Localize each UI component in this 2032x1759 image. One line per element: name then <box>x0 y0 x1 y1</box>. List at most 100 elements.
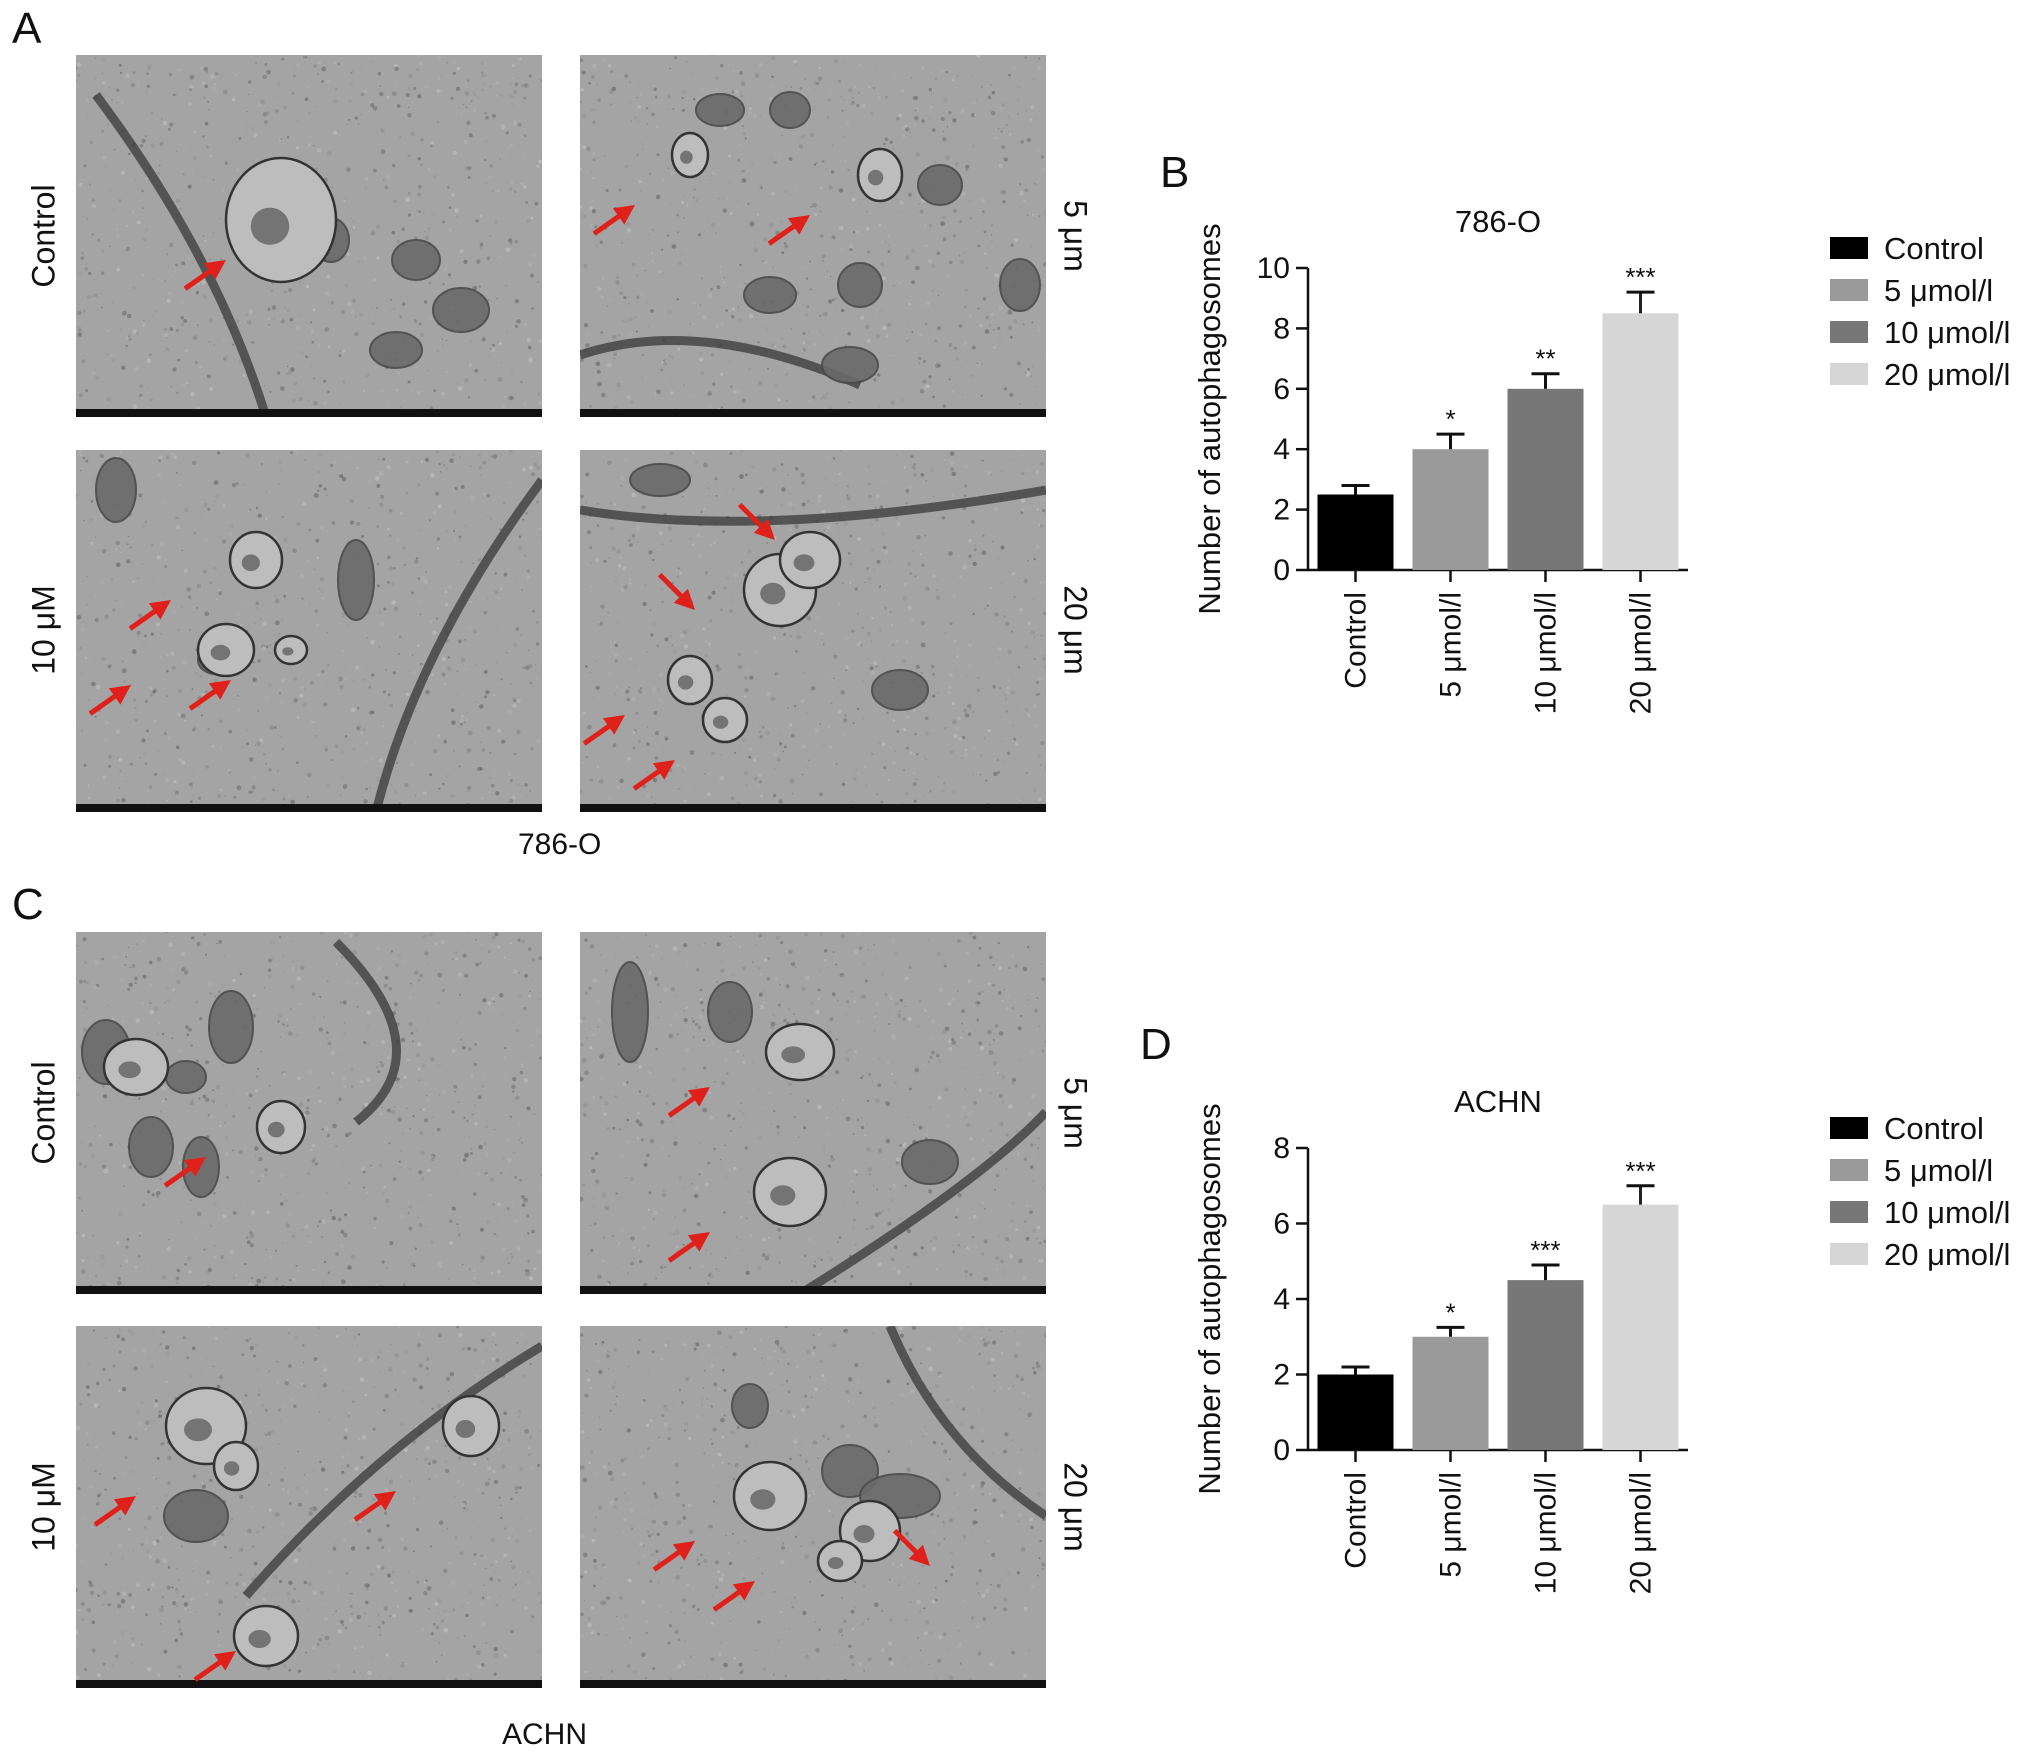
bar <box>1602 313 1679 570</box>
red-arrow-icon <box>652 1541 695 1572</box>
micrograph-illustration <box>580 450 1046 812</box>
legend-label: 20 μmol/l <box>1884 1237 2010 1272</box>
red-arrow-icon <box>582 715 625 746</box>
micrograph-illustration <box>580 1326 1046 1688</box>
x-tick-label: Control <box>1340 1472 1373 1569</box>
x-tick-label: 5 μmol/l <box>1435 1472 1468 1578</box>
legend-label: 20 μmol/l <box>1884 357 2010 392</box>
x-tick-label: Control <box>1340 592 1373 689</box>
y-tick-label: 2 <box>1273 1359 1290 1392</box>
y-tick-label: 4 <box>1273 1283 1290 1316</box>
red-arrow-icon <box>667 1232 710 1263</box>
y-tick-label: 10 <box>1257 252 1290 285</box>
x-tick-label: 20 μmol/l <box>1625 592 1658 714</box>
em-image-786o-control <box>76 55 542 417</box>
x-tick-label: 10 μmol/l <box>1530 1472 1563 1594</box>
significance-marker: * <box>1445 1297 1455 1327</box>
red-arrow-icon <box>183 260 226 291</box>
red-arrow-icon <box>93 1496 136 1527</box>
micrograph-illustration <box>76 55 542 417</box>
bar <box>1507 388 1584 570</box>
panel-letter-d: D <box>1140 1020 1172 1069</box>
red-arrow-icon <box>667 1087 710 1118</box>
chart-title: ACHN <box>1454 1084 1542 1119</box>
bar <box>1507 1280 1584 1450</box>
bar <box>1412 449 1489 570</box>
red-arrow-icon <box>353 1491 396 1522</box>
y-axis-label: Number of autophagosomes <box>1192 1103 1227 1494</box>
legend-label: 10 μmol/l <box>1884 1195 2010 1230</box>
row-label-10um-a: 10 μM <box>25 585 62 675</box>
x-tick-label: 10 μmol/l <box>1530 592 1563 714</box>
legend-swatch <box>1830 1243 1868 1265</box>
red-arrow-icon <box>88 685 131 716</box>
bar <box>1412 1336 1489 1450</box>
em-image-achn-5um <box>580 932 1046 1294</box>
red-arrow-icon <box>767 215 810 246</box>
legend-label: 10 μmol/l <box>1884 315 2010 350</box>
legend-label: Control <box>1884 231 1984 266</box>
x-tick-label: 20 μmol/l <box>1625 1472 1658 1594</box>
em-image-achn-20um <box>580 1326 1046 1688</box>
micrograph-illustration <box>76 1326 542 1688</box>
em-image-786o-5um <box>580 55 1046 417</box>
significance-marker: *** <box>1530 1235 1560 1265</box>
legend-swatch <box>1830 321 1868 343</box>
significance-marker: *** <box>1625 1156 1655 1186</box>
legend-swatch <box>1830 1117 1868 1139</box>
panel-letter-c: C <box>12 880 44 929</box>
legend-swatch <box>1830 279 1868 301</box>
micrograph-illustration <box>76 932 542 1294</box>
x-tick-label: 5 μmol/l <box>1435 592 1468 698</box>
legend-swatch <box>1830 363 1868 385</box>
legend-swatch <box>1830 1201 1868 1223</box>
red-arrow-icon <box>632 760 675 791</box>
legend-label: 5 μmol/l <box>1884 273 1993 308</box>
legend-swatch <box>1830 1159 1868 1181</box>
y-tick-label: 0 <box>1273 554 1290 587</box>
panel-caption-achn: ACHN <box>502 1718 588 1751</box>
significance-marker: * <box>1445 404 1455 434</box>
row-label-10um-c: 10 μM <box>25 1462 62 1552</box>
scale-label-5um-c: 5 μm <box>1057 1077 1094 1149</box>
legend-swatch <box>1830 237 1868 259</box>
red-arrow-icon <box>193 1651 236 1682</box>
bar <box>1317 1374 1394 1450</box>
scale-label-5um-a: 5 μm <box>1057 200 1094 272</box>
y-tick-label: 0 <box>1273 1434 1290 1467</box>
red-arrow-icon <box>163 1157 206 1188</box>
y-tick-label: 2 <box>1273 494 1290 527</box>
row-label-control-c: Control <box>25 1061 62 1165</box>
em-image-achn-control <box>76 932 542 1294</box>
scale-label-20um-c: 20 μm <box>1057 1462 1094 1552</box>
em-image-786o-10um <box>76 450 542 812</box>
bar-chart-786o: 786-O Number of autophagosomes 0 2 4 6 8 10 Cont… <box>1160 190 2030 750</box>
red-arrow-icon <box>188 680 231 711</box>
panel-caption-786o: 786-O <box>518 828 602 861</box>
red-arrow-icon <box>592 205 635 236</box>
em-image-achn-10um <box>76 1326 542 1688</box>
y-tick-label: 6 <box>1273 373 1290 406</box>
row-label-control-a: Control <box>25 184 62 288</box>
y-tick-label: 4 <box>1273 433 1290 466</box>
micrograph-illustration <box>580 55 1046 417</box>
panel-letter-a: A <box>12 4 42 53</box>
bar <box>1317 494 1394 570</box>
bar-chart-achn: ACHN Number of autophagosomes 0 2 4 6 8 Control… <box>1160 1070 2030 1630</box>
chart-title: 786-O <box>1455 204 1541 239</box>
legend-label: Control <box>1884 1111 1984 1146</box>
panel-letter-b: B <box>1160 148 1190 197</box>
red-arrow-icon <box>128 600 171 631</box>
micrograph-illustration <box>580 932 1046 1294</box>
significance-marker: ** <box>1535 344 1555 374</box>
scale-label-20um-a: 20 μm <box>1057 585 1094 675</box>
legend-label: 5 μmol/l <box>1884 1153 1993 1188</box>
red-arrow-icon <box>712 1581 755 1612</box>
em-image-786o-20um <box>580 450 1046 812</box>
micrograph-illustration <box>76 450 542 812</box>
y-tick-label: 8 <box>1273 312 1290 345</box>
y-axis-label: Number of autophagosomes <box>1192 223 1227 614</box>
chart-canvas: 786-O Number of autophagosomes 0 2 4 6 8 10 Cont… <box>1192 204 2010 714</box>
y-tick-label: 8 <box>1273 1132 1290 1165</box>
y-tick-label: 6 <box>1273 1208 1290 1241</box>
